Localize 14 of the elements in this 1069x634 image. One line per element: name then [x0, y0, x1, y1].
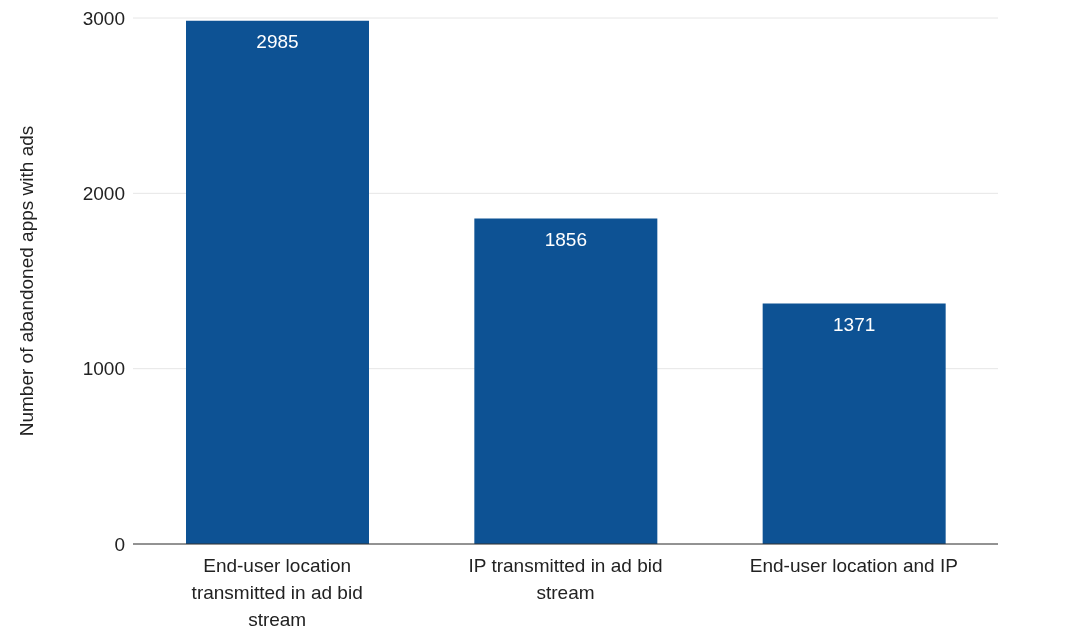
- y-tick-label: 0: [114, 533, 125, 555]
- data-label: 1371: [833, 314, 876, 336]
- bar: [474, 218, 658, 544]
- bar: [186, 20, 369, 544]
- x-tick-label: End-user location and IP: [749, 555, 958, 576]
- data-label: 2985: [256, 31, 299, 53]
- data-label: 1856: [544, 229, 587, 251]
- x-tick-label: End-user location transmitted in ad bid stream: [191, 555, 363, 630]
- bar: [762, 303, 946, 544]
- y-tick-label: 3000: [82, 7, 125, 29]
- y-tick-label: 2000: [82, 183, 125, 205]
- x-tick-label: IP transmitted in ad bid stream: [468, 555, 663, 603]
- y-axis-title: Number of abandoned apps with ads: [15, 125, 37, 437]
- y-tick-label: 1000: [82, 358, 125, 380]
